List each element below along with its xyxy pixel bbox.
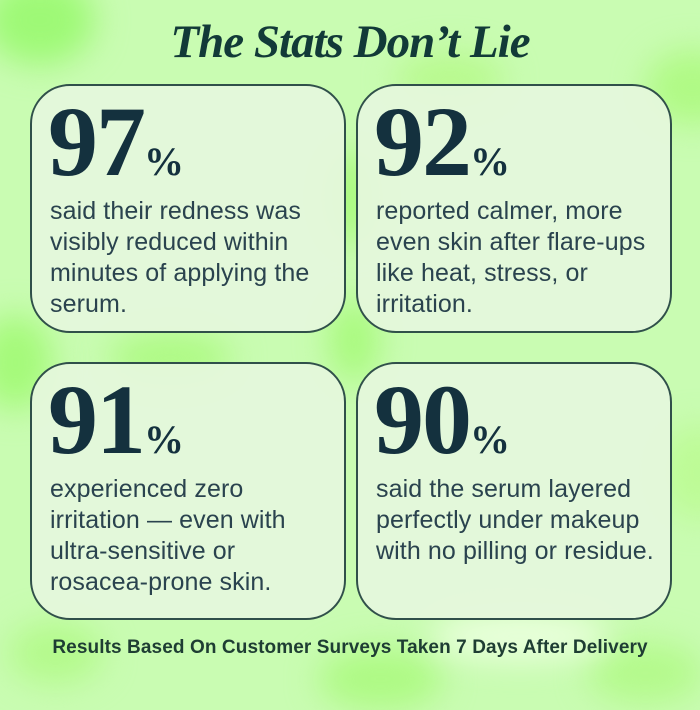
stat-value: 90% (374, 370, 657, 470)
percent-sign: % (470, 139, 510, 184)
stat-description: said their redness was visibly reduced w… (50, 197, 310, 318)
stat-percent-number: 90 (374, 364, 472, 475)
stat-description: reported calmer, more even skin after fl… (376, 197, 646, 318)
stat-value: 92% (374, 92, 657, 192)
stat-percent-number: 92 (374, 86, 472, 197)
stat-percent-number: 91 (48, 364, 146, 475)
percent-sign: % (144, 139, 184, 184)
stat-description: said the serum layered perfectly under m… (376, 475, 654, 565)
percent-sign: % (144, 417, 184, 462)
page-title: The Stats Don’t Lie (170, 16, 530, 68)
percent-sign: % (470, 417, 510, 462)
stat-description: experienced zero irritation — even with … (50, 475, 286, 596)
stat-card-redness-reduction: 97% said their redness was visibly reduc… (30, 84, 346, 333)
stat-card-calmer-skin: 92% reported calmer, more even skin afte… (356, 84, 672, 333)
stat-percent-number: 97 (48, 86, 146, 197)
stat-value: 97% (48, 92, 331, 192)
footer-disclaimer: Results Based On Customer Surveys Taken … (52, 637, 648, 658)
stat-card-zero-irritation: 91% experienced zero irritation — even w… (30, 362, 346, 620)
stats-grid: 97% said their redness was visibly reduc… (30, 84, 672, 620)
stat-card-layers-under-makeup: 90% said the serum layered perfectly und… (356, 362, 672, 620)
stat-value: 91% (48, 370, 331, 470)
